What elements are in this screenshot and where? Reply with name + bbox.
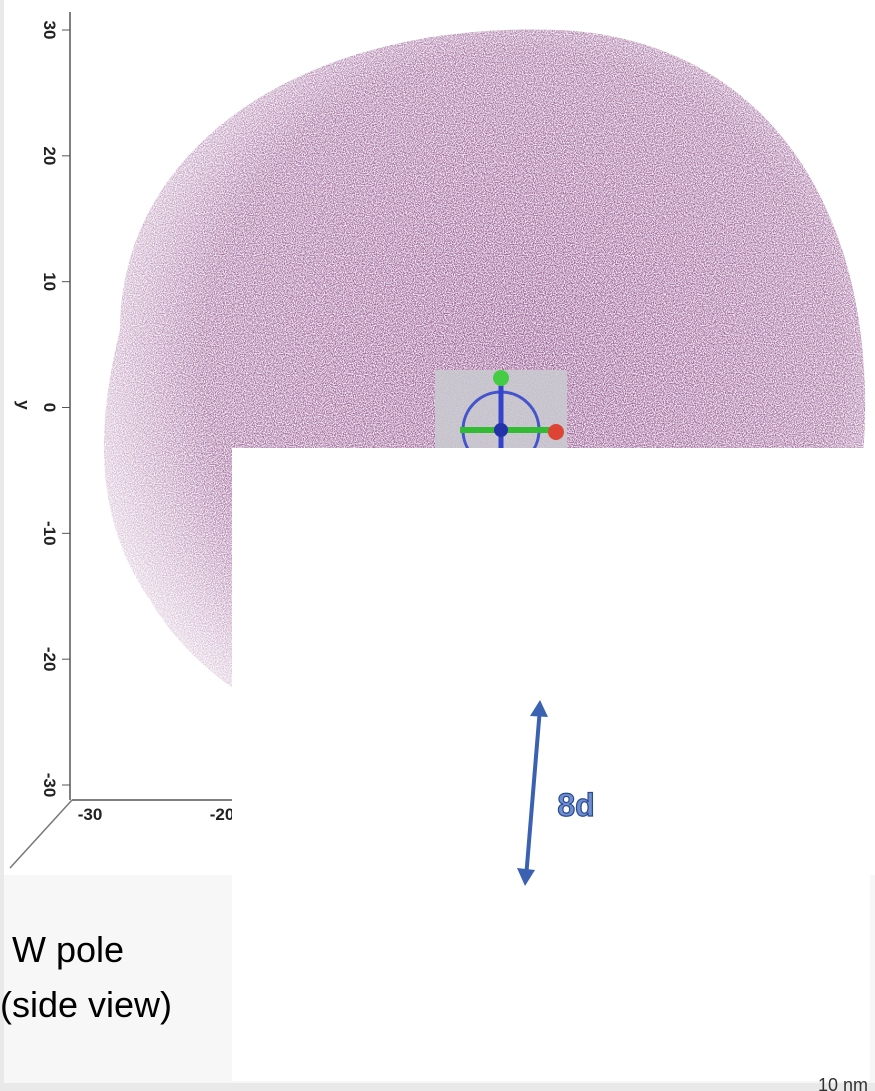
x-tick-label: -30 [78,805,103,824]
y-tick-label: 20 [40,146,59,165]
y-tick-label: 0 [40,403,59,412]
y-ticks: 30 20 10 0 -10 -20 -30 [40,21,70,798]
x-tick-label: -20 [210,805,235,824]
caption: (side view) [0,984,172,1025]
y-tick-label: -10 [40,521,59,546]
y-tick-label: 10 [40,272,59,291]
y-tick-label: -20 [40,647,59,672]
y-tick-label: 30 [40,21,59,40]
spacing-arrow [517,700,548,886]
y-tick-label: -30 [40,773,59,798]
y-axis-label: y [14,400,33,410]
annotation: 8d [557,787,594,823]
inset-lattice [232,448,870,1081]
depth-axis [9,799,73,869]
label-backdrop [545,785,607,825]
caption: W pole [12,929,124,970]
scale-bar-label: 10 nm [818,1075,868,1091]
